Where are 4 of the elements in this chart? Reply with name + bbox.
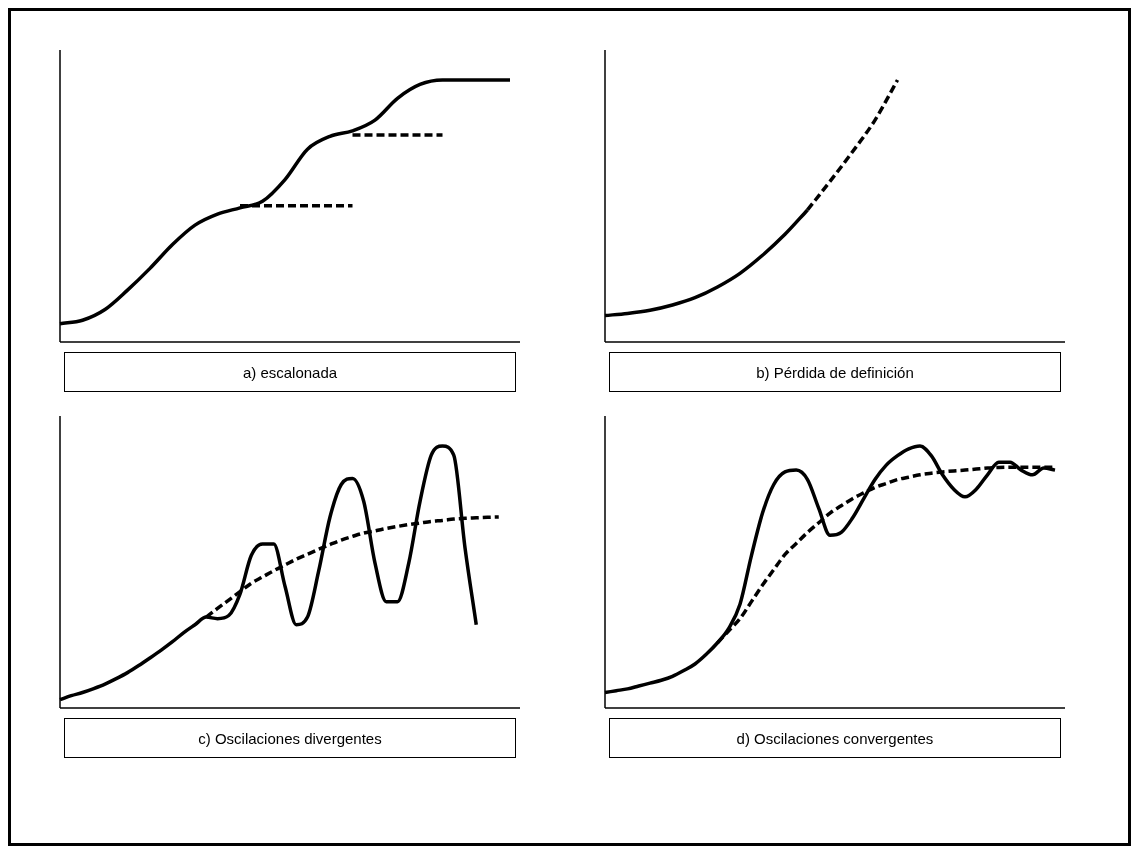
text: a) escalonada (64, 352, 516, 392)
text: c) Oscilaciones divergentes (64, 718, 516, 758)
text: d) Oscilaciones convergentes (609, 718, 1061, 758)
text: b) Pérdida de definición (609, 352, 1061, 392)
